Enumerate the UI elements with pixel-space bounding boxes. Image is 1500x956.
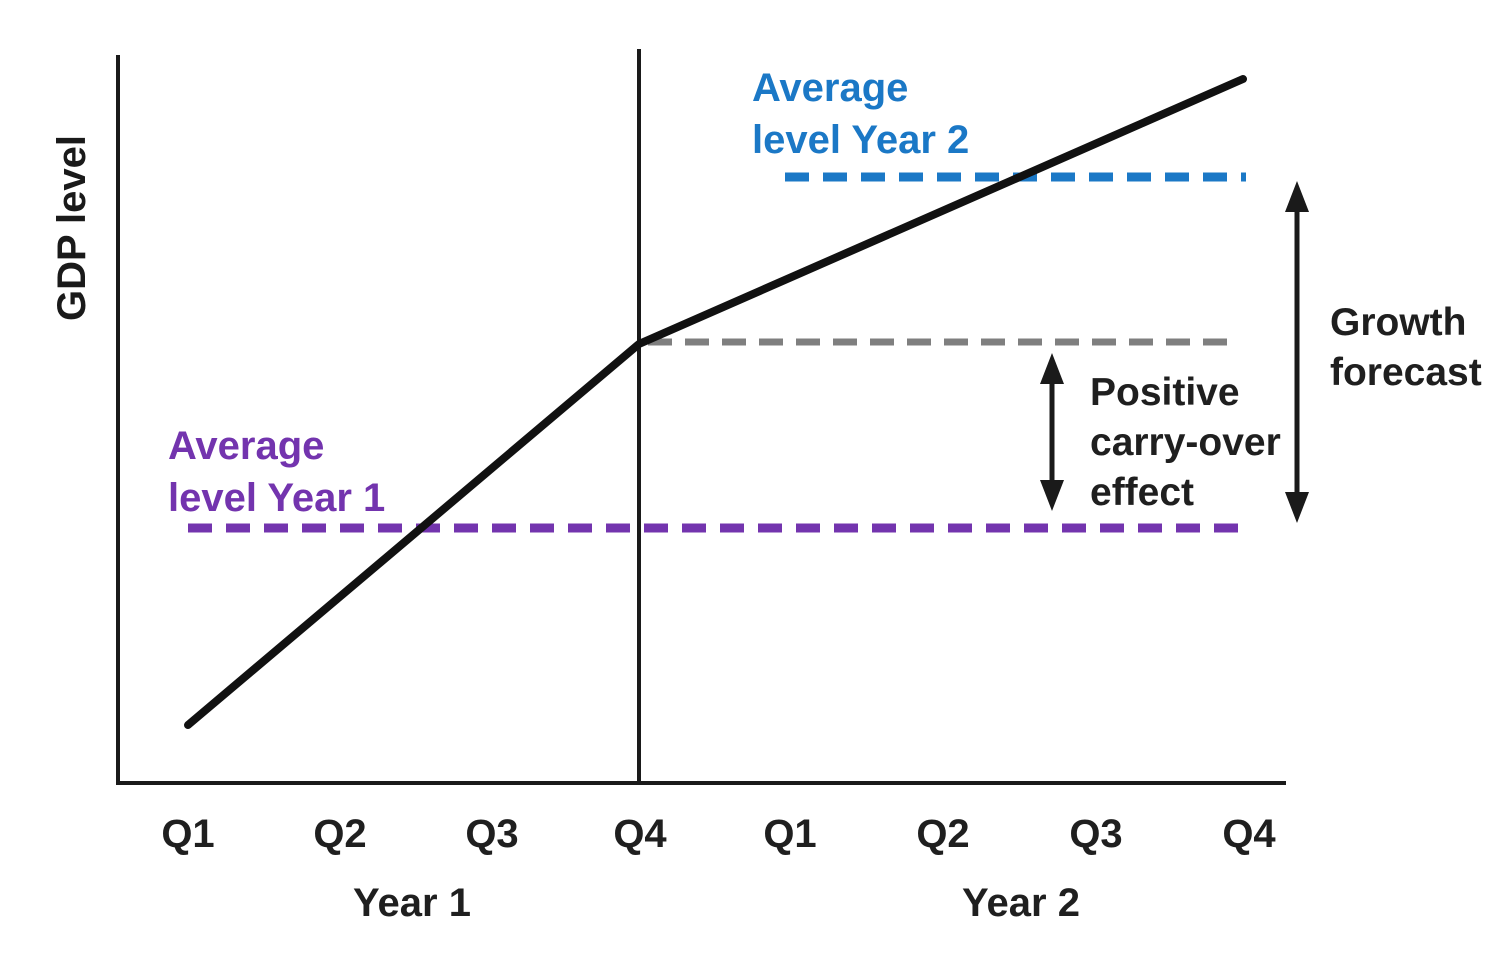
- growth-forecast-label-line1: Growth: [1330, 301, 1467, 344]
- gdp-trend-line: [184, 75, 1247, 729]
- carry-over-label-line1: Positive: [1090, 371, 1240, 414]
- year1-axis-label: Year 1: [353, 881, 471, 925]
- carry-over-label-line2: carry-over: [1090, 421, 1281, 464]
- growth-forecast-label: Growth forecast: [1330, 298, 1482, 398]
- tick-y1-q2: Q2: [313, 812, 367, 856]
- tick-y2-q4: Q4: [1222, 812, 1276, 856]
- year2-axis-label: Year 2: [962, 881, 1080, 925]
- avg-year2-label-line1: Average: [752, 66, 909, 110]
- tick-y1-q4: Q4: [613, 812, 667, 856]
- avg-year1-label-line1: Average: [168, 424, 325, 468]
- tick-y2-q3: Q3: [1069, 812, 1123, 856]
- avg-year2-label-line2: level Year 2: [752, 118, 970, 162]
- y-axis-title: GDP level: [50, 134, 94, 322]
- tick-y2-q2: Q2: [916, 812, 970, 856]
- carry-over-double-arrow-icon: [1040, 353, 1064, 511]
- carry-over-label-line3: effect: [1090, 471, 1195, 514]
- avg-year1-label: Average level Year 1: [168, 420, 385, 524]
- carry-over-label: Positive carry-over effect: [1090, 368, 1281, 518]
- growth-forecast-double-arrow-icon: [1285, 181, 1309, 523]
- growth-forecast-label-line2: forecast: [1330, 351, 1482, 394]
- tick-y1-q3: Q3: [465, 812, 519, 856]
- avg-year2-label: Average level Year 2: [752, 62, 969, 166]
- tick-y1-q1: Q1: [161, 812, 215, 856]
- avg-year1-label-line2: level Year 1: [168, 476, 386, 520]
- tick-y2-q1: Q1: [763, 812, 817, 856]
